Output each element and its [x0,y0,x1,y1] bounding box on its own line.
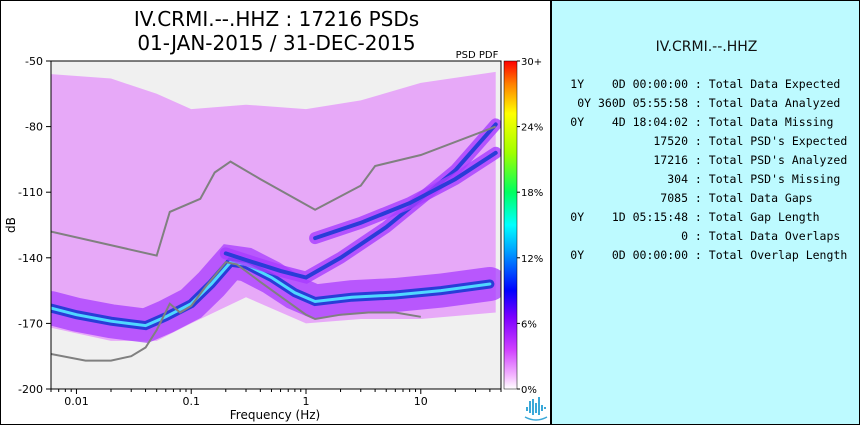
plot-frame [50,60,502,390]
stats-label: : Total Data Analyzed [688,96,841,110]
plot-date-range: 01-JAN-2015 / 31-DEC-2015 [137,31,416,55]
stats-row: 1Y 0D 00:00:00 : Total Data Expected [562,75,847,94]
y-tick-label: -200 [18,383,43,396]
noise-model-layer [51,125,497,362]
x-tick-label: 0.1 [182,395,200,408]
stats-row: 0 : Total Data Overlaps [562,227,847,246]
stats-value: 17520 [653,134,688,148]
pdf-range-band [51,71,496,341]
colorbar [503,60,518,390]
colorbar-tick-label: 30+ [521,57,542,68]
psd-chart: -50 -80 -110 -140 -170 -200 0.01 0.1 1 10 Freque… [4,50,548,422]
colorbar-tick-label: 0% [521,385,537,396]
stats-table: 1Y 0D 00:00:00 : Total Data Expected 0Y 3… [562,75,847,265]
y-tick-label: -110 [18,186,43,199]
x-axis: 0.01 0.1 1 10 [50,389,502,408]
x-tick-label: 1 [303,395,310,408]
stats-row: 17216 : Total PSD's Analyzed [562,151,847,170]
stats-value: 0 [681,229,688,243]
noise-model-line [51,261,421,362]
x-axis-label: Frequency (Hz) [230,408,321,422]
colorbar-tick-label: 6% [521,319,537,330]
y-axis: -50 -80 -110 -140 -170 -200 [18,55,51,396]
stats-row: 0Y 360D 05:55:58 : Total Data Analyzed [562,94,847,113]
logo-icon [524,397,548,421]
stats-row: 0Y 0D 00:00:00 : Total Overlap Length [562,246,847,265]
y-tick-label: -140 [18,252,43,265]
stats-label: : Total Data Gaps [688,191,813,205]
stats-row: 17520 : Total PSD's Expected [562,132,847,151]
y-tick-label: -50 [25,55,43,68]
stats-row: 0Y 4D 18:04:02 : Total Data Missing [562,113,847,132]
colorbar-ticks: 30+ 24% 18% 12% 6% 0% [517,57,543,396]
y-tick-label: -80 [25,121,43,134]
stats-value: 1Y 0D 00:00:00 [570,77,688,91]
colorbar-tick-label: 12% [521,254,543,265]
stats-value: 0Y 0D 00:00:00 [570,248,688,262]
x-tick-label: 10 [414,395,428,408]
stats-label: : Total PSD's Missing [688,172,841,186]
plot-title: IV.CRMI.--.HHZ : 17216 PSDs [133,7,420,31]
stats-label: : Total PSD's Expected [688,134,848,148]
noise-model-line [51,125,497,257]
colorbar-tick-label: 18% [521,188,543,199]
stats-value: 0Y 1D 05:15:48 [570,210,688,224]
pdf-density-layer [51,71,501,344]
stats-label: : Total Overlap Length [688,248,848,262]
colorbar-tick-label: 24% [521,123,543,134]
stats-row: 0Y 1D 05:15:48 : Total Gap Length [562,208,847,227]
stats-label: : Total Data Expected [688,77,841,91]
stats-value: 0Y 4D 18:04:02 [570,115,688,129]
stats-value: 0Y 360D 05:55:58 [577,96,688,110]
y-axis-label: dB [4,217,18,233]
stats-label: : Total Gap Length [688,210,820,224]
stats-label: : Total PSD's Analyzed [688,153,848,167]
stats-panel: IV.CRMI.--.HHZ 1Y 0D 00:00:00 : Total Da… [551,0,860,425]
stats-label: : Total Data Overlaps [688,229,841,243]
plot-panel: IV.CRMI.--.HHZ : 17216 PSDs 01-JAN-2015 … [0,0,551,425]
stats-row: 304 : Total PSD's Missing [562,170,847,189]
stats-row: 7085 : Total Data Gaps [562,189,847,208]
pdf-mode-core [313,150,498,241]
stats-value: 304 [667,172,688,186]
stats-value: 7085 [660,191,688,205]
legend-label: PSD PDF [456,50,499,61]
stats-station-name: IV.CRMI.--.HHZ [655,39,758,55]
panel-divider [550,0,551,425]
x-tick-label: 0.01 [64,395,89,408]
stats-label: : Total Data Missing [688,115,834,129]
stats-value: 17216 [653,153,688,167]
y-tick-label: -170 [18,317,43,330]
